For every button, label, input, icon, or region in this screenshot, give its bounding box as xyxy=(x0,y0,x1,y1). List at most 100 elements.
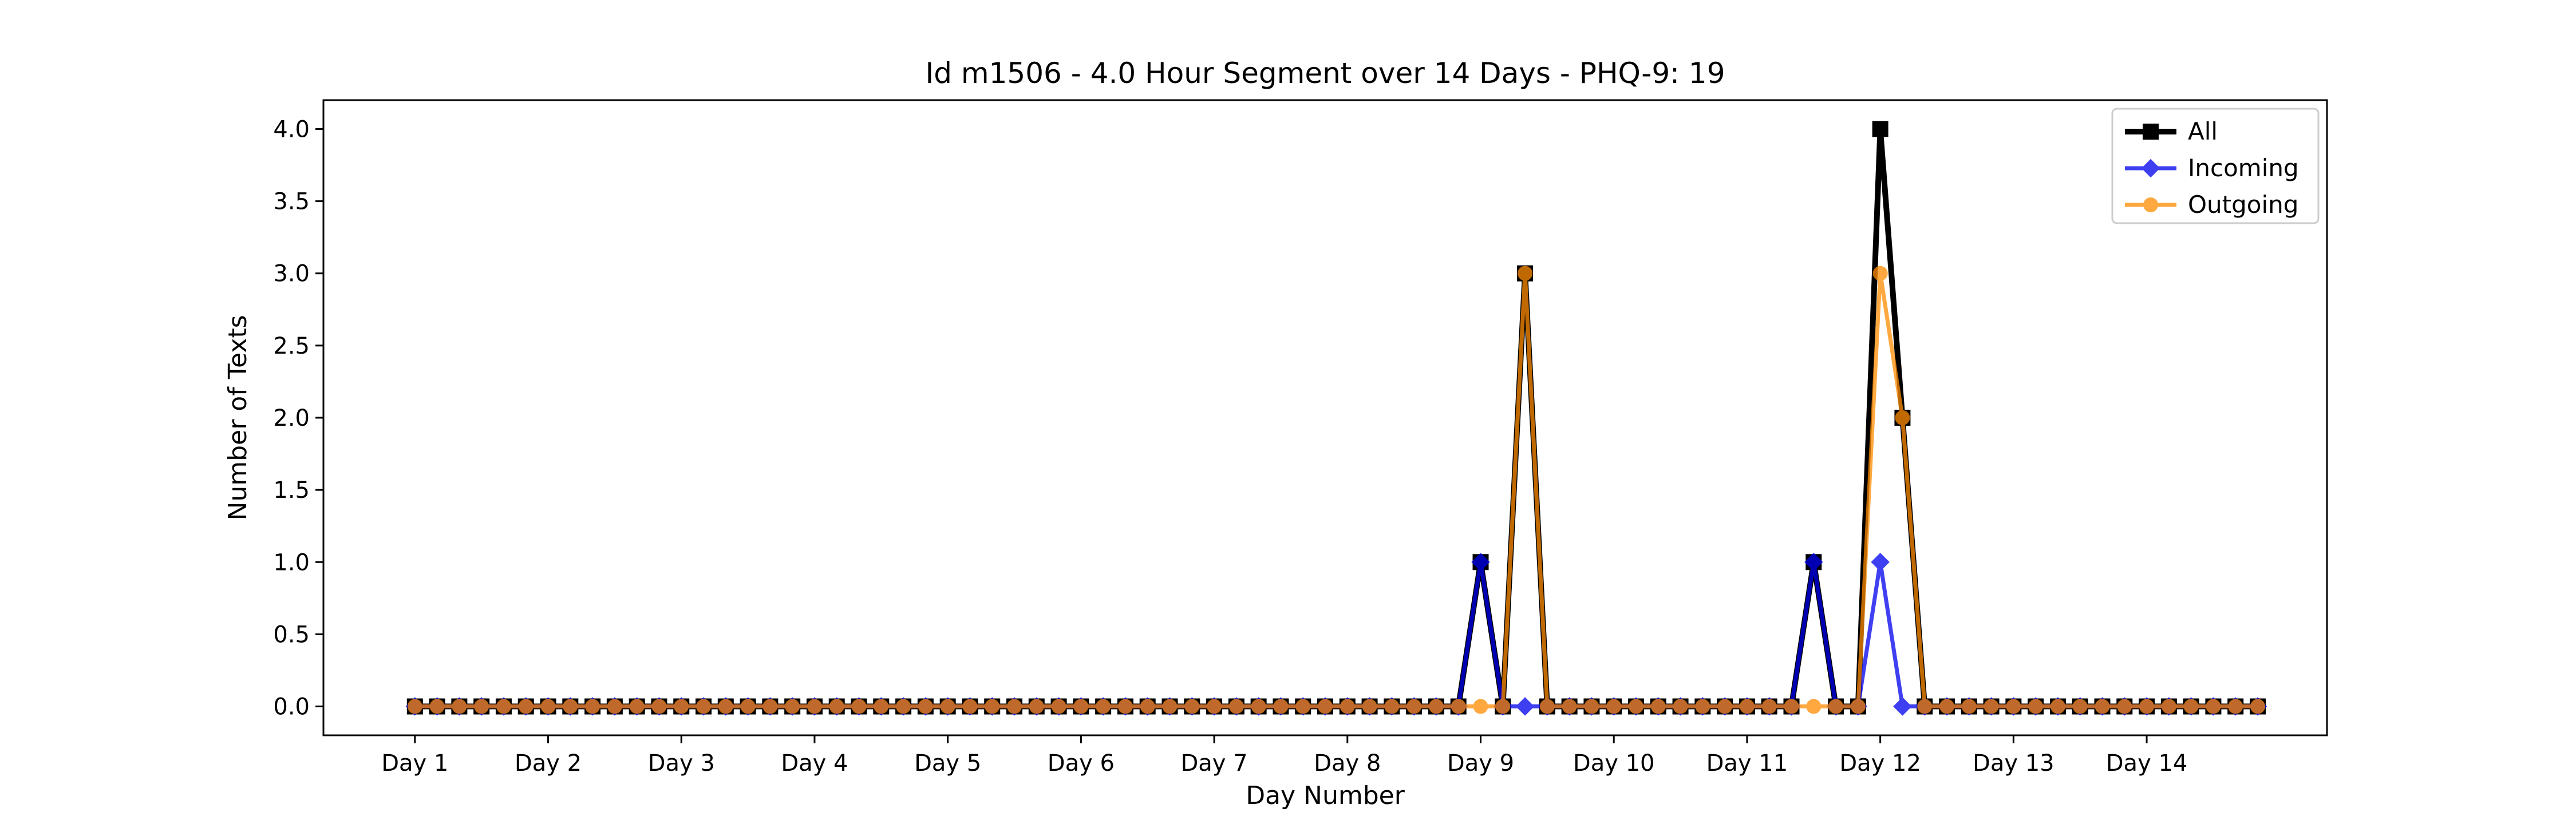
data-point-outgoing xyxy=(1562,699,1577,714)
data-point-outgoing xyxy=(1318,699,1333,714)
data-point-outgoing xyxy=(2006,699,2021,714)
data-point-outgoing xyxy=(1895,410,1910,425)
data-point-outgoing xyxy=(518,699,534,714)
data-point-outgoing xyxy=(1584,699,1599,714)
data-point-outgoing xyxy=(1806,699,1822,714)
data-point-outgoing xyxy=(1961,699,1977,714)
data-point-outgoing xyxy=(985,699,1000,714)
x-tick-label: Day 12 xyxy=(1839,750,1921,777)
y-tick-label: 1.0 xyxy=(273,549,310,576)
data-point-outgoing xyxy=(1051,699,1066,714)
data-point-outgoing xyxy=(1007,699,1022,714)
legend-marker-incoming xyxy=(2141,159,2160,178)
data-point-outgoing xyxy=(2250,699,2265,714)
data-point-outgoing xyxy=(629,699,645,714)
data-point-outgoing xyxy=(1073,699,1089,714)
data-point-outgoing xyxy=(1761,699,1777,714)
data-point-outgoing xyxy=(1473,699,1488,714)
data-point-outgoing xyxy=(1340,699,1355,714)
data-point-outgoing xyxy=(740,699,756,714)
series-line-outgoing xyxy=(414,273,2258,709)
data-point-outgoing xyxy=(2139,699,2155,714)
data-point-outgoing xyxy=(563,699,578,714)
x-tick-label: Day 5 xyxy=(914,750,981,777)
data-point-outgoing xyxy=(2117,699,2132,714)
data-point-outgoing xyxy=(2206,699,2221,714)
data-point-outgoing xyxy=(1850,699,1866,714)
x-tick-label: Day 3 xyxy=(648,750,715,777)
x-tick-label: Day 8 xyxy=(1314,750,1381,777)
series-line-incoming xyxy=(414,561,2258,709)
data-point-outgoing xyxy=(1784,699,1799,714)
data-point-outgoing xyxy=(2028,699,2044,714)
x-tick-label: Day 6 xyxy=(1048,750,1115,777)
data-point-outgoing xyxy=(474,699,489,714)
y-tick-label: 2.5 xyxy=(273,333,310,359)
data-point-incoming xyxy=(1804,553,1823,572)
data-point-outgoing xyxy=(2050,699,2065,714)
data-point-outgoing xyxy=(1650,699,1666,714)
data-point-outgoing xyxy=(1939,699,1954,714)
y-axis-label: Number of Texts xyxy=(223,315,252,520)
series-outgoing xyxy=(407,266,2265,714)
y-axis: 0.0 0.5 1.0 1.5 2.0 2.5 3.0 3.5 4.0 xyxy=(273,116,323,720)
x-tick-label: Day 11 xyxy=(1706,750,1788,777)
data-point-outgoing xyxy=(1539,699,1555,714)
x-tick-label: Day 1 xyxy=(381,750,448,777)
data-point-outgoing xyxy=(785,699,800,714)
legend-label-all: All xyxy=(2188,117,2218,145)
data-point-outgoing xyxy=(851,699,867,714)
plot-series xyxy=(405,121,2267,716)
data-point-outgoing xyxy=(2183,699,2199,714)
legend-item-incoming xyxy=(2125,159,2176,178)
legend-item-all xyxy=(2125,124,2176,140)
data-point-outgoing xyxy=(540,699,556,714)
data-point-outgoing xyxy=(1695,699,1710,714)
data-point-outgoing xyxy=(718,699,733,714)
legend-item-outgoing xyxy=(2125,197,2176,212)
legend-marker-outgoing xyxy=(2143,197,2158,212)
data-point-outgoing xyxy=(1184,699,1200,714)
data-point-outgoing xyxy=(1673,699,1688,714)
data-point-outgoing xyxy=(1295,699,1311,714)
x-tick-label: Day 7 xyxy=(1180,750,1247,777)
data-point-outgoing xyxy=(1384,699,1400,714)
chart-title: Id m1506 - 4.0 Hour Segment over 14 Days… xyxy=(925,57,1725,90)
data-point-incoming xyxy=(1471,553,1490,572)
data-point-outgoing xyxy=(2072,699,2088,714)
y-tick-label: 1.5 xyxy=(273,477,310,504)
plot-frame xyxy=(322,99,2328,736)
data-point-outgoing xyxy=(1717,699,1733,714)
data-point-outgoing xyxy=(496,699,511,714)
data-point-outgoing xyxy=(918,699,933,714)
data-point-outgoing xyxy=(1428,699,1444,714)
data-point-outgoing xyxy=(940,699,955,714)
data-point-outgoing xyxy=(1251,699,1266,714)
data-point-outgoing xyxy=(607,699,622,714)
data-point-outgoing xyxy=(1984,699,1999,714)
data-point-outgoing xyxy=(829,699,844,714)
data-point-incoming xyxy=(1515,697,1535,716)
data-point-outgoing xyxy=(896,699,911,714)
y-tick-label: 3.5 xyxy=(273,189,310,215)
data-point-incoming xyxy=(1871,553,1890,572)
data-point-outgoing xyxy=(674,699,689,714)
data-point-outgoing xyxy=(807,699,822,714)
data-point-outgoing xyxy=(1518,266,1533,281)
y-tick-label: 2.0 xyxy=(273,405,310,431)
data-point-outgoing xyxy=(1207,699,1222,714)
data-point-incoming xyxy=(1893,697,1912,716)
data-point-outgoing xyxy=(1406,699,1422,714)
data-point-outgoing xyxy=(1140,699,1155,714)
x-tick-label: Day 14 xyxy=(2106,750,2188,777)
data-point-outgoing xyxy=(762,699,778,714)
data-point-outgoing xyxy=(651,699,667,714)
data-point-outgoing xyxy=(1362,699,1377,714)
x-tick-label: Day 4 xyxy=(781,750,848,777)
legend-label-outgoing: Outgoing xyxy=(2188,191,2298,219)
y-tick-label: 0.0 xyxy=(273,694,310,720)
x-tick-label: Day 9 xyxy=(1447,750,1514,777)
data-point-outgoing xyxy=(962,699,978,714)
data-point-outgoing xyxy=(874,699,889,714)
